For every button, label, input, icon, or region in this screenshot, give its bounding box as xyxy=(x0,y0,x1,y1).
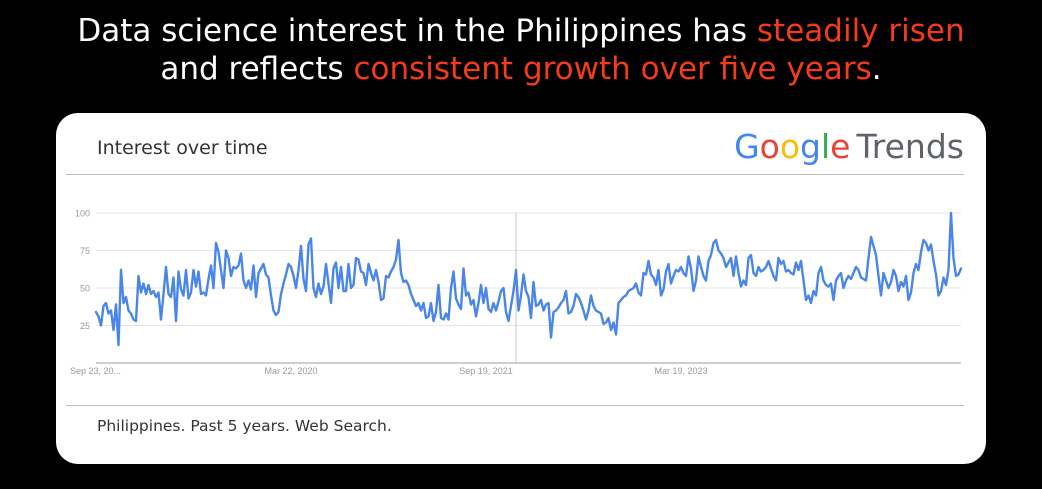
series-line xyxy=(94,211,963,347)
headline-highlight: consistent growth over five years xyxy=(353,51,872,87)
card-footer: Philippines. Past 5 years. Web Search. xyxy=(97,417,392,435)
y-tick-label: 25 xyxy=(80,321,90,331)
interest-line-chart: 25 50 75 100 Sep 23, 20... Mar 22, 2020 Sep 19… xyxy=(70,209,963,376)
x-tick-label: Sep 23, 20... xyxy=(70,366,121,376)
logo-trends-word: Trends xyxy=(856,127,964,166)
headline-line-2: and reflects consistent growth over five… xyxy=(0,50,1042,88)
y-tick-label: 100 xyxy=(75,209,90,219)
logo-letter: G xyxy=(734,127,760,166)
headline-line-1: Data science interest in the Philippines… xyxy=(0,12,1042,50)
headline-text: . xyxy=(871,51,882,87)
trends-card: Interest over time Google Trends 25 50 75 10… xyxy=(56,113,986,464)
x-tick-label: Mar 22, 2020 xyxy=(264,366,317,376)
header-divider xyxy=(66,174,964,175)
logo-letter: l xyxy=(821,127,831,166)
footer-divider xyxy=(66,405,964,406)
y-tick-label: 50 xyxy=(80,284,90,294)
logo-letter: e xyxy=(830,127,851,166)
headline-highlight: steadily risen xyxy=(756,13,965,49)
y-tick-label: 75 xyxy=(80,246,90,256)
card-title: Interest over time xyxy=(97,137,268,159)
logo-letter: g xyxy=(800,127,821,166)
x-tick-label: Sep 19, 2021 xyxy=(459,366,513,376)
headline-text: Data science interest in the Philippines… xyxy=(77,13,757,49)
logo-letter: o xyxy=(759,127,780,166)
headline: Data science interest in the Philippines… xyxy=(0,12,1042,88)
google-trends-logo: Google Trends xyxy=(734,127,964,166)
headline-text: and reflects xyxy=(160,51,354,87)
x-tick-label: Mar 19, 2023 xyxy=(654,366,707,376)
logo-letter: o xyxy=(779,127,801,166)
